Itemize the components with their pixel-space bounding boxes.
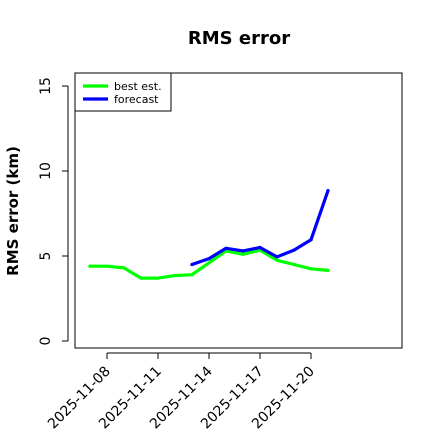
data-point — [326, 268, 330, 272]
data-point — [275, 258, 279, 262]
data-point — [326, 189, 330, 193]
y-tick-label: 15 — [38, 77, 54, 95]
plot-frame — [74, 72, 403, 349]
legend-box — [74, 72, 172, 112]
data-point — [156, 276, 160, 280]
data-point — [122, 266, 126, 270]
data-point — [241, 252, 245, 256]
data-point — [258, 245, 262, 250]
data-point — [309, 238, 313, 242]
data-point — [207, 257, 211, 261]
data-point — [292, 262, 296, 267]
data-point — [224, 246, 228, 250]
data-point — [173, 274, 177, 278]
data-point — [190, 262, 194, 267]
data-point — [275, 255, 279, 259]
data-point — [190, 273, 194, 277]
legend-label: best est. — [114, 80, 162, 93]
y-tick-label: 10 — [38, 162, 54, 180]
series-layer — [88, 189, 330, 280]
data-point — [88, 264, 92, 268]
data-point — [207, 261, 211, 265]
legend-label: forecast — [114, 93, 159, 106]
y-tick-label: 0 — [38, 337, 54, 346]
data-point — [139, 276, 143, 280]
data-point — [241, 249, 245, 253]
y-axis-label: RMS error (km) — [4, 146, 22, 276]
data-point — [292, 248, 296, 252]
data-point — [309, 267, 313, 271]
data-point — [105, 264, 109, 268]
chart-title: RMS error — [188, 28, 290, 49]
series-line-2 — [190, 189, 330, 267]
legend: best est.forecast — [74, 72, 172, 112]
y-tick-label: 5 — [38, 252, 54, 261]
